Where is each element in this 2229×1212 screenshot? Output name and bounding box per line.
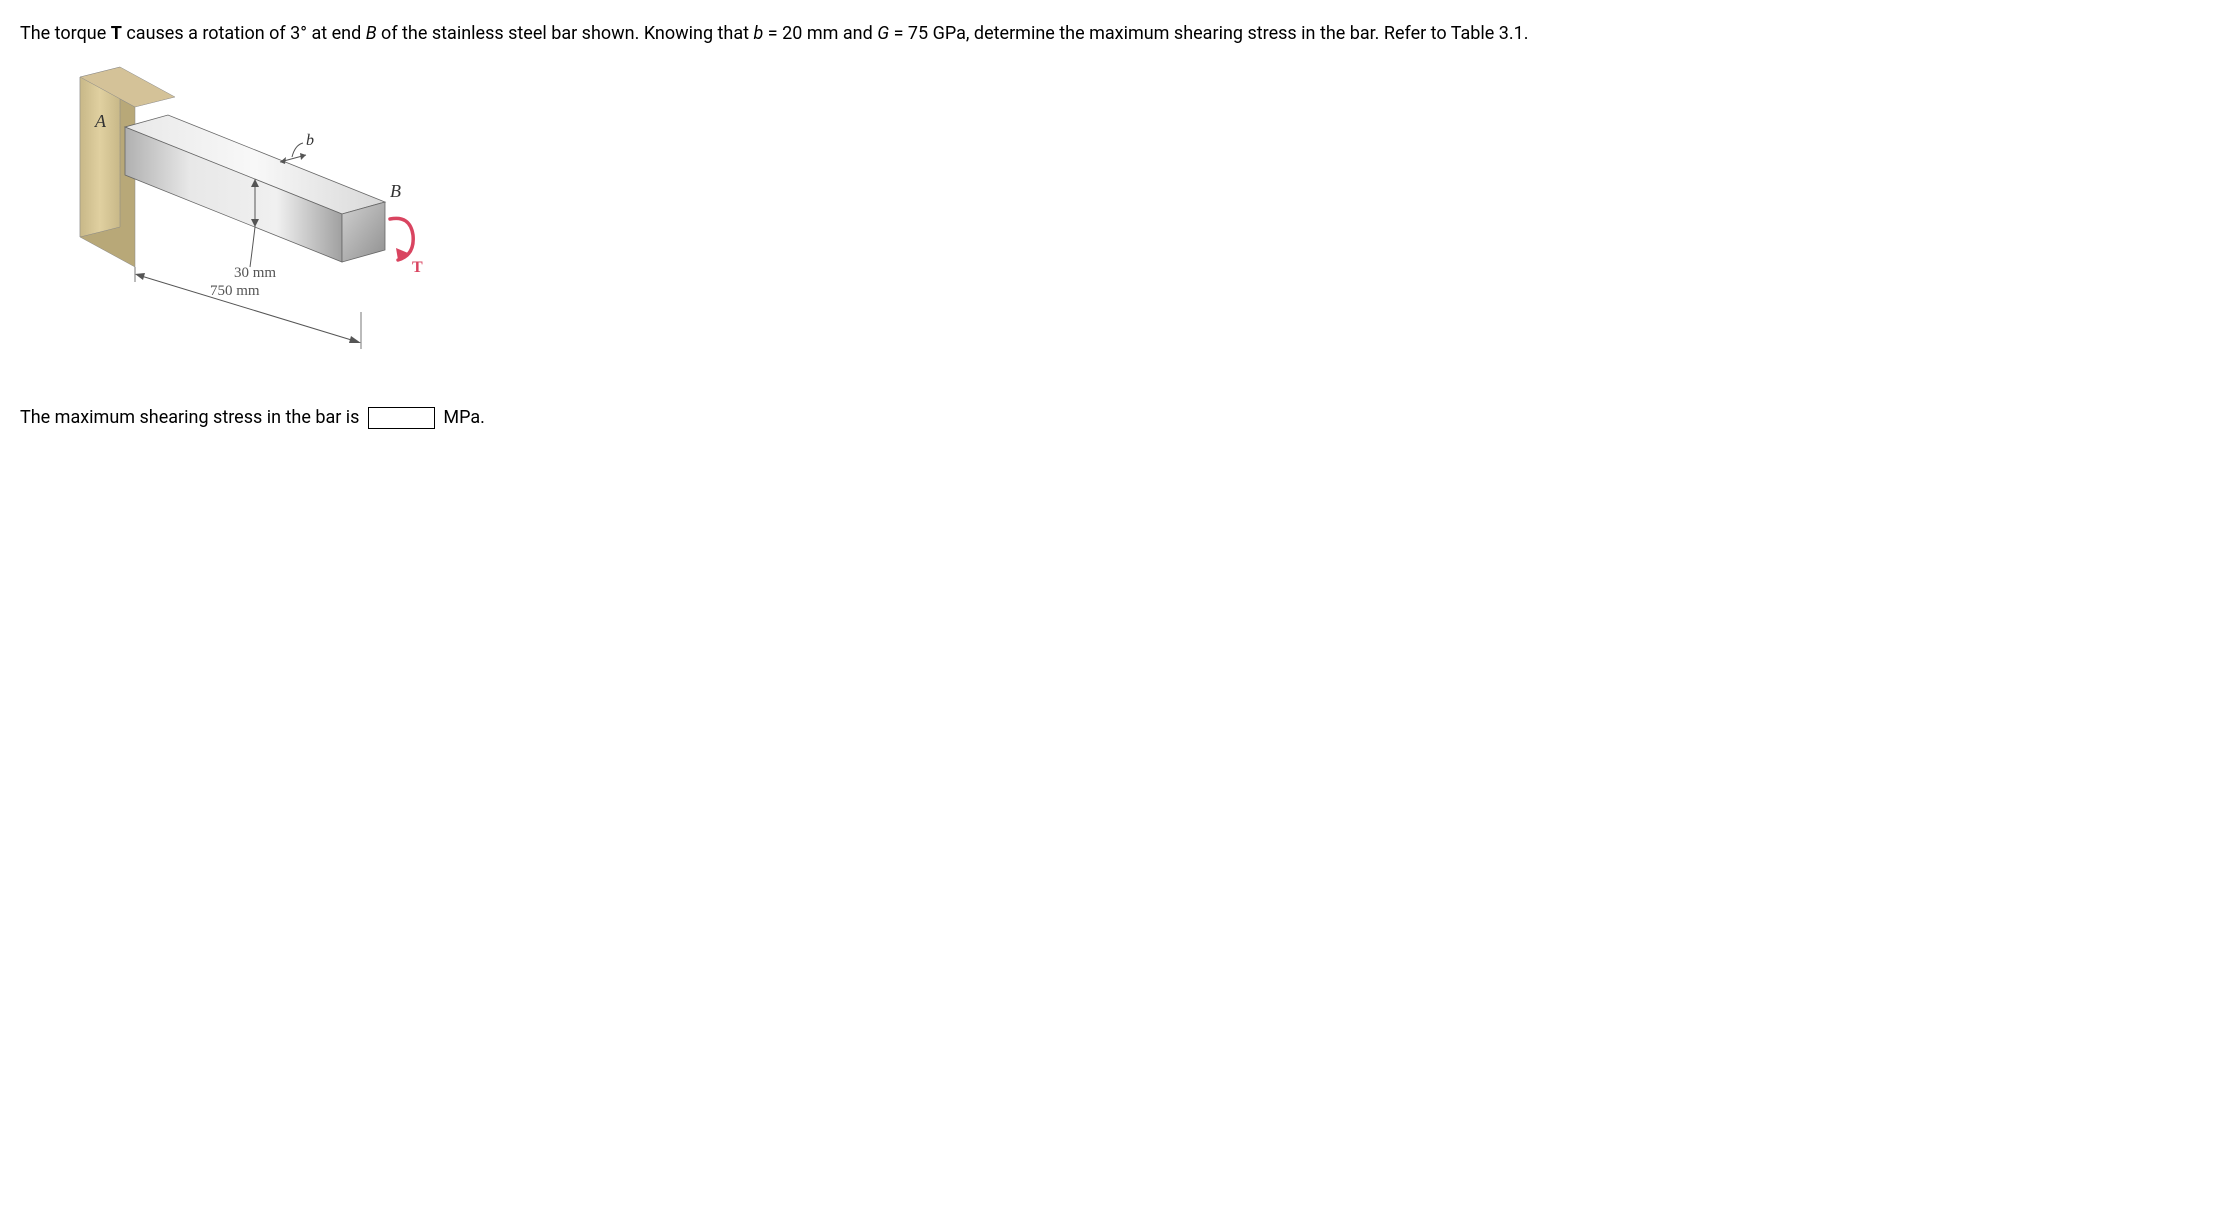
- b-variable: b: [754, 23, 764, 44]
- answer-input[interactable]: [368, 407, 435, 429]
- problem-statement: The torque T causes a rotation of 3° at …: [20, 20, 2209, 47]
- text-segment: = 20 mm and: [763, 23, 877, 44]
- text-segment: of the stainless steel bar shown. Knowin…: [377, 23, 754, 44]
- torque-symbol: T: [111, 23, 122, 44]
- answer-line: The maximum shearing stress in the bar i…: [20, 407, 2209, 429]
- text-segment: The torque: [20, 23, 111, 44]
- torque-arrow: T: [390, 218, 423, 276]
- label-a: A: [94, 111, 107, 131]
- end-label: B: [366, 23, 377, 44]
- text-segment: = 75 GPa, determine the maximum shearing…: [889, 23, 1528, 44]
- answer-unit: MPa.: [443, 407, 485, 428]
- g-variable: G: [877, 23, 889, 44]
- svg-text:b: b: [306, 132, 314, 149]
- svg-text:30 mm: 30 mm: [234, 265, 276, 281]
- label-b: B: [390, 181, 401, 201]
- text-segment: causes a rotation of 3° at end: [122, 23, 366, 44]
- dimension-b: b: [280, 132, 314, 164]
- figure-svg: A B b 30 mm 750 mm: [60, 67, 460, 377]
- answer-prefix: The maximum shearing stress in the bar i…: [20, 407, 359, 428]
- figure: A B b 30 mm 750 mm: [60, 67, 460, 377]
- svg-text:T: T: [412, 259, 423, 276]
- svg-text:750 mm: 750 mm: [210, 283, 260, 299]
